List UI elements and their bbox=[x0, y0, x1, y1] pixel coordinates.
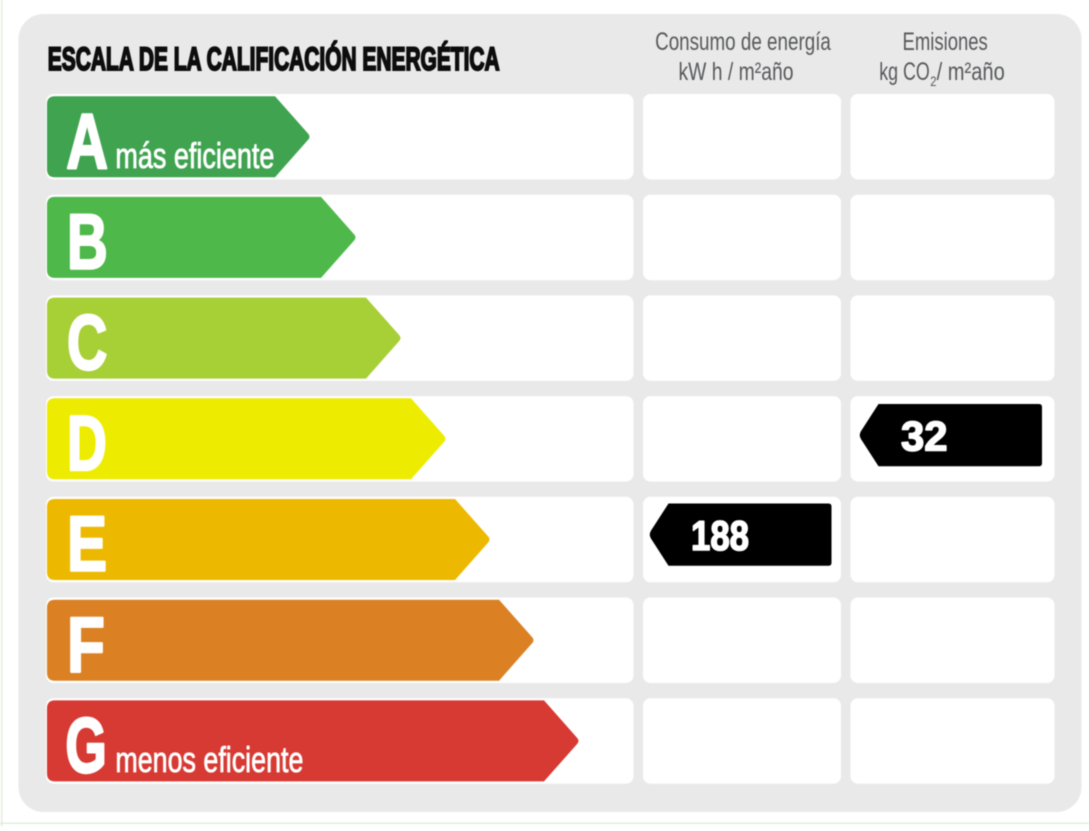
svg-text:2: 2 bbox=[930, 74, 936, 89]
svg-text:B: B bbox=[67, 198, 108, 286]
svg-text:Consumo de energía: Consumo de energía bbox=[655, 29, 831, 56]
svg-text:menos eficiente: menos eficiente bbox=[115, 739, 303, 780]
svg-text:kW h / m²año: kW h / m²año bbox=[679, 59, 794, 86]
svg-text:G: G bbox=[65, 701, 107, 789]
svg-text:E: E bbox=[67, 500, 107, 588]
svg-text:/ m²año: / m²año bbox=[937, 59, 1005, 86]
svg-text:F: F bbox=[67, 600, 105, 688]
svg-text:ESCALA DE LA CALIFICACIÓN ENER: ESCALA DE LA CALIFICACIÓN ENERGÉTICA bbox=[48, 41, 500, 77]
svg-text:kg CO: kg CO bbox=[879, 59, 930, 86]
svg-text:C: C bbox=[67, 298, 107, 386]
svg-text:Emisiones: Emisiones bbox=[903, 29, 988, 56]
svg-text:188: 188 bbox=[691, 512, 749, 559]
svg-text:32: 32 bbox=[901, 412, 948, 459]
svg-text:A: A bbox=[66, 97, 108, 185]
svg-text:D: D bbox=[67, 399, 107, 487]
svg-text:más eficiente: más eficiente bbox=[115, 135, 274, 176]
